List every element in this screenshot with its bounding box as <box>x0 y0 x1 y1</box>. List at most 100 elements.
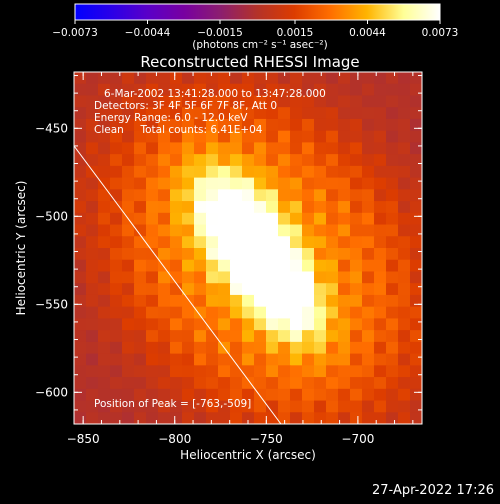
heatmap-cell <box>170 130 183 143</box>
heatmap-cell <box>350 294 363 308</box>
heatmap-cell <box>386 248 399 261</box>
heatmap-cell <box>74 341 87 355</box>
heatmap-cell <box>146 318 159 331</box>
heatmap-cell <box>410 107 422 120</box>
heatmap-cell <box>290 236 303 249</box>
heatmap-cell <box>206 95 219 108</box>
heatmap-cell <box>254 271 267 284</box>
heatmap-cell <box>398 83 411 97</box>
heatmap-cell <box>338 224 351 237</box>
heatmap-cell <box>386 154 399 167</box>
heatmap-cell <box>110 248 123 261</box>
heatmap-cell <box>218 294 231 308</box>
heatmap-cell <box>338 83 351 97</box>
heatmap-cell <box>398 248 411 261</box>
heatmap-cell <box>134 165 147 179</box>
heatmap-cell <box>278 341 291 355</box>
heatmap-cell <box>122 294 135 308</box>
heatmap-cell <box>134 259 147 273</box>
heatmap-cell <box>266 271 279 284</box>
heatmap-cell <box>134 142 147 155</box>
heatmap-cell <box>266 177 279 190</box>
heatmap-cell <box>242 412 255 424</box>
heatmap-cell <box>218 224 231 237</box>
heatmap-cell <box>74 294 87 308</box>
heatmap-cell <box>290 72 303 85</box>
heatmap-cell <box>134 283 147 296</box>
heatmap-cell <box>230 142 243 155</box>
heatmap-cell <box>146 365 159 378</box>
heatmap-cell <box>242 306 255 319</box>
heatmap-cell <box>122 130 135 143</box>
heatmap-cell <box>98 212 111 226</box>
heatmap-cell <box>302 165 315 179</box>
heatmap-cell <box>386 95 399 108</box>
heatmap-cell <box>398 424 411 436</box>
heatmap-cell <box>158 318 171 331</box>
heatmap-cell <box>266 400 279 413</box>
heatmap-cell <box>290 377 303 390</box>
heatmap-cell <box>302 236 315 249</box>
heatmap-cell <box>134 388 147 402</box>
heatmap-cell <box>350 201 363 214</box>
heatmap-cell <box>338 330 351 343</box>
heatmap-cell <box>134 294 147 308</box>
heatmap-cell <box>158 165 171 179</box>
heatmap-cell <box>302 248 315 261</box>
heatmap-cell <box>146 248 159 261</box>
heatmap-cell <box>278 212 291 226</box>
heatmap-cell <box>74 72 87 85</box>
heatmap-cell <box>362 118 375 132</box>
heatmap-cell <box>362 189 375 202</box>
heatmap-cell <box>158 306 171 319</box>
heatmap-cell <box>302 142 315 155</box>
heatmap-cell <box>338 341 351 355</box>
heatmap-cell <box>278 201 291 214</box>
heatmap-cell <box>314 318 327 331</box>
heatmap-cell <box>110 107 123 120</box>
heatmap-cell <box>134 201 147 214</box>
heatmap-cell <box>122 400 135 413</box>
heatmap-cell <box>266 107 279 120</box>
heatmap-cell <box>110 412 123 424</box>
heatmap-cell <box>386 306 399 319</box>
heatmap-cell <box>266 283 279 296</box>
heatmap-cell <box>230 236 243 249</box>
heatmap-cell <box>170 118 183 132</box>
heatmap-cell <box>362 177 375 190</box>
heatmap-cell <box>326 201 339 214</box>
heatmap-cell <box>146 118 159 132</box>
heatmap-cell <box>218 306 231 319</box>
heatmap-cell <box>338 271 351 284</box>
heatmap-cell <box>314 107 327 120</box>
heatmap-cell <box>254 353 267 366</box>
heatmap-cell <box>98 318 111 331</box>
heatmap-cell <box>134 271 147 284</box>
heatmap-cell <box>314 154 327 167</box>
heatmap-cell <box>206 107 219 120</box>
heatmap-cell <box>302 318 315 331</box>
heatmap-cell <box>326 388 339 402</box>
heatmap-cell <box>290 201 303 214</box>
heatmap-cell <box>374 224 387 237</box>
heatmap-cell <box>194 248 207 261</box>
heatmap-cell <box>206 377 219 390</box>
heatmap-cell <box>182 142 195 155</box>
heatmap-cell <box>146 177 159 190</box>
heatmap-cell <box>302 201 315 214</box>
heatmap-cell <box>302 107 315 120</box>
heatmap-cell <box>278 95 291 108</box>
heatmap-cell <box>74 130 87 143</box>
heatmap-cell <box>278 365 291 378</box>
heatmap-cell <box>110 177 123 190</box>
heatmap-cell <box>182 248 195 261</box>
heatmap-cell <box>266 142 279 155</box>
heatmap-cell <box>110 377 123 390</box>
heatmap-cell <box>146 259 159 273</box>
heatmap-cell <box>326 259 339 273</box>
heatmap-cell <box>398 201 411 214</box>
heatmap-cell <box>182 95 195 108</box>
heatmap-cell <box>398 107 411 120</box>
heatmap-cell <box>110 388 123 402</box>
